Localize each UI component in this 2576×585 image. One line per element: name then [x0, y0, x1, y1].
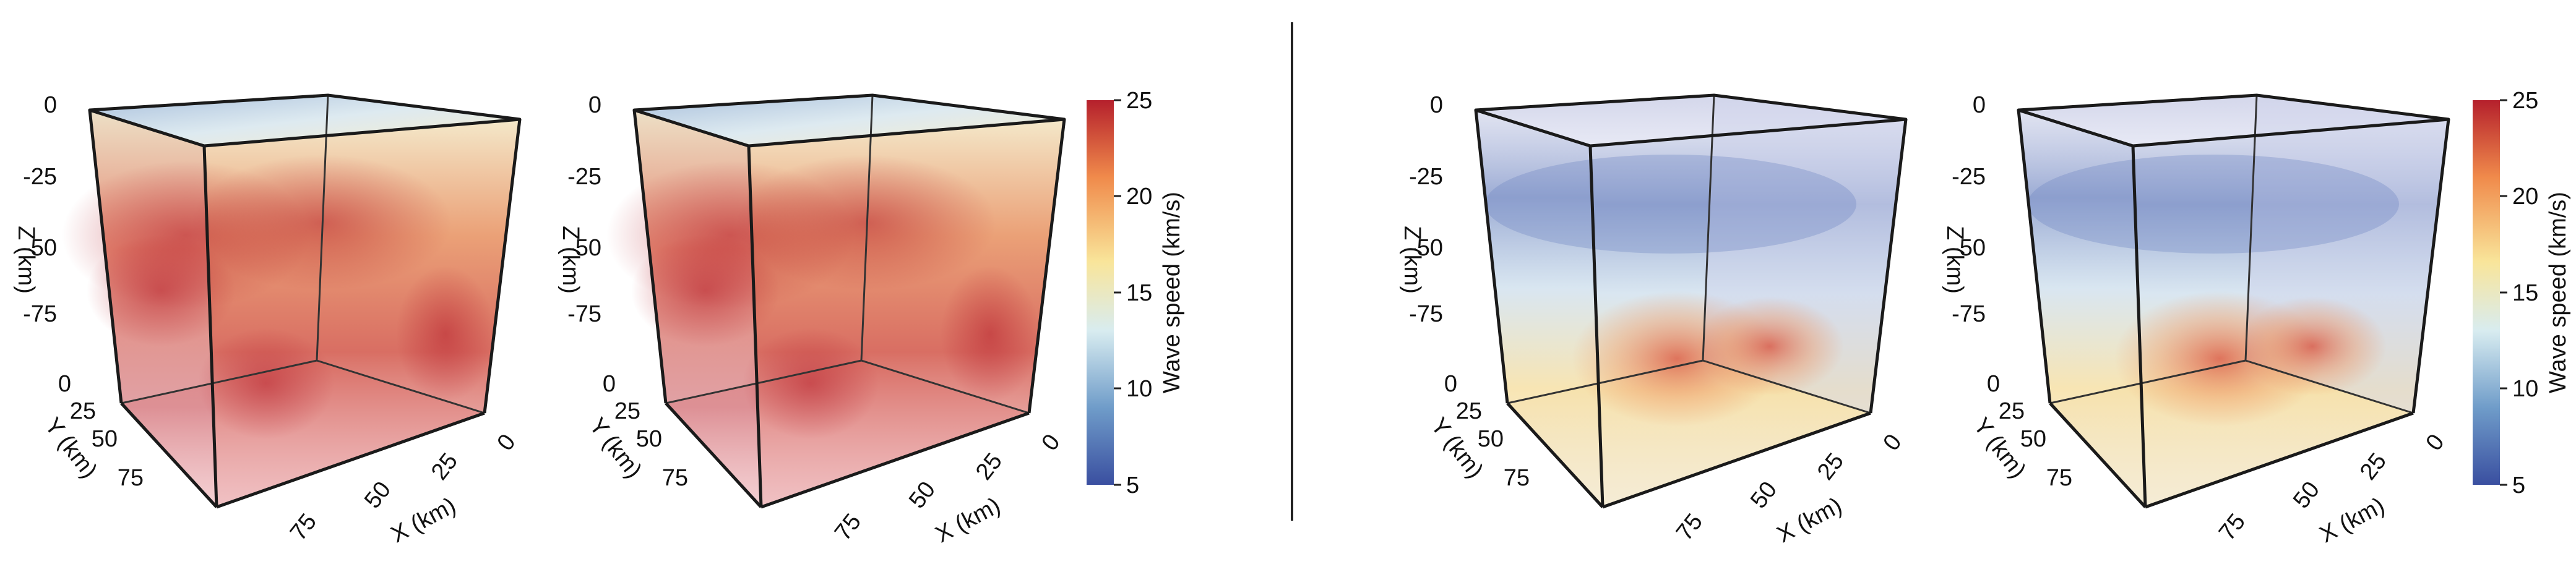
x-tick-label: 0: [492, 429, 520, 456]
x-tick-label: 50: [2288, 477, 2325, 513]
cube-wireframe: [1474, 93, 1908, 509]
y-tick-label: 50: [1478, 426, 1504, 452]
cube-wireframe: [88, 93, 522, 509]
colorbar-right-tick: 20: [2512, 184, 2538, 210]
y-tick-label: 25: [614, 398, 640, 424]
colorbar-left-tick: 25: [1126, 88, 1152, 114]
z-tick-label: -50: [23, 235, 57, 261]
z-tick-label: 0: [588, 92, 601, 118]
volume-render: [2018, 95, 2449, 507]
z-tick-label: -25: [1952, 164, 1986, 190]
y-tick-label: 0: [603, 371, 616, 397]
volume-render: [1476, 95, 1906, 507]
y-tick-label: 0: [1987, 371, 2000, 397]
x-axis-label: X (km): [931, 493, 1004, 549]
colorbar-left-scale: [1087, 100, 1114, 485]
y-tick-label: 25: [70, 398, 96, 424]
z-axis-label: Z (km): [558, 226, 584, 294]
z-axis-label: Z (km): [13, 226, 39, 294]
y-tick-label: 75: [2046, 465, 2072, 491]
y-tick-label: 0: [1444, 371, 1457, 397]
colorbar-left-tick: 20: [1126, 184, 1152, 210]
colorbar-right-title: Wave speed (km/s): [2545, 192, 2571, 393]
x-tick-label: 25: [1812, 448, 1849, 485]
volume-render: [62, 95, 520, 507]
x-axis-label: X (km): [2315, 493, 2389, 549]
z-tick-label: -25: [23, 164, 57, 190]
x-tick-label: 0: [1036, 429, 1065, 456]
z-tick-label: -50: [1952, 235, 1986, 261]
cube-wireframe: [632, 93, 1066, 509]
z-tick-label: 0: [1973, 92, 1986, 118]
colorbar-right-tick: 10: [2512, 376, 2538, 402]
y-tick-label: 50: [636, 426, 662, 452]
colorbar-right-tick: 15: [2512, 280, 2538, 306]
x-tick-label: 75: [830, 509, 866, 545]
z-tick-label: 0: [44, 92, 57, 118]
colorbar-left: 25 20 15 10 5 Wave speed (km/s): [1087, 88, 1185, 498]
z-tick-label: -50: [1409, 235, 1443, 261]
z-axis-label: Z (km): [1942, 226, 1968, 294]
colorbar-right-scale: [2473, 100, 2500, 485]
x-tick-label: 50: [1746, 477, 1782, 513]
colorbar-left-tick: 10: [1126, 376, 1152, 402]
colorbar-left-title: Wave speed (km/s): [1159, 192, 1185, 393]
z-tick-label: -75: [1952, 301, 1986, 327]
y-tick-label: 75: [1504, 465, 1530, 491]
y-tick-label: 50: [2020, 426, 2046, 452]
colorbar-right-tick: 25: [2512, 88, 2538, 114]
z-axis-label: Z (km): [1399, 226, 1425, 294]
z-tick-label: -25: [567, 164, 601, 190]
x-tick-label: 25: [426, 448, 463, 485]
x-tick-label: 50: [360, 477, 396, 513]
x-tick-label: 25: [2355, 448, 2392, 485]
z-tick-label: -75: [567, 301, 601, 327]
volume-render: [606, 95, 1064, 507]
x-tick-label: 0: [2421, 429, 2449, 456]
x-tick-label: 25: [971, 448, 1007, 485]
x-axis-label: X (km): [1773, 493, 1846, 549]
colorbar-right: 25 20 15 10 5 Wave speed (km/s): [2473, 88, 2571, 498]
cube-wireframe: [2017, 93, 2450, 509]
y-tick-label: 75: [662, 465, 688, 491]
z-tick-label: -75: [23, 301, 57, 327]
z-tick-label: -75: [1409, 301, 1443, 327]
x-tick-label: 0: [1878, 429, 1906, 456]
y-tick-label: 75: [118, 465, 144, 491]
x-tick-label: 75: [1671, 509, 1708, 545]
x-tick-label: 50: [904, 477, 941, 513]
colorbar-left-tick: 15: [1126, 280, 1152, 306]
y-tick-label: 0: [58, 371, 71, 397]
z-tick-label: -50: [567, 235, 601, 261]
colorbar-right-tick: 5: [2512, 472, 2525, 498]
y-tick-label: 25: [1999, 398, 2025, 424]
colorbar-left-tick: 5: [1126, 472, 1139, 498]
x-tick-label: 75: [2214, 509, 2251, 545]
y-tick-label: 50: [92, 426, 118, 452]
y-tick-label: 25: [1456, 398, 1482, 424]
z-tick-label: 0: [1430, 92, 1443, 118]
z-tick-label: -25: [1409, 164, 1443, 190]
x-axis-label: X (km): [387, 493, 460, 549]
x-tick-label: 75: [285, 509, 322, 545]
